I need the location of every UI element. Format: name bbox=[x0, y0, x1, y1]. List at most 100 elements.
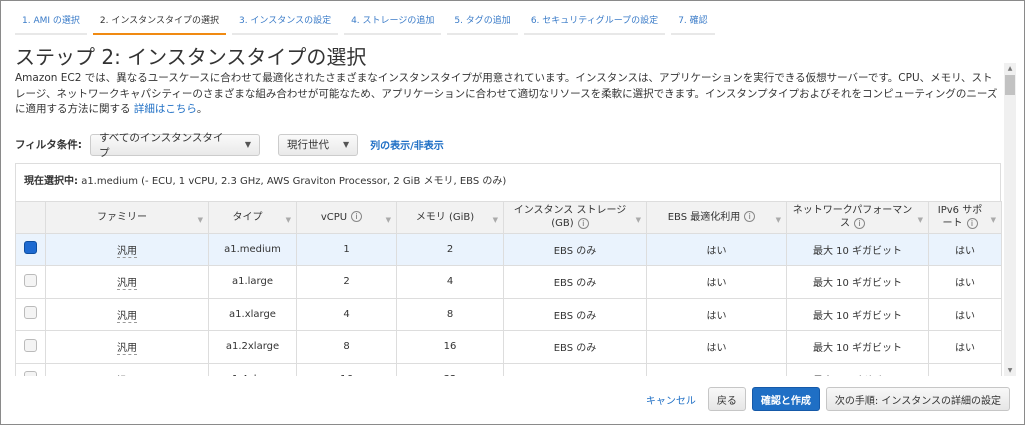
row-checkbox[interactable] bbox=[24, 306, 37, 320]
scroll-up-icon[interactable]: ▲ bbox=[1007, 65, 1013, 72]
cell-ipv6-value: はい bbox=[955, 343, 975, 355]
column-header-label: IPv6 サポート bbox=[937, 205, 983, 229]
info-icon[interactable]: i bbox=[966, 217, 978, 229]
table-row[interactable]: 汎用 a1.2xlarge 8 16 EBS のみ はい 最大 10 ギガビット はい bbox=[15, 330, 1002, 364]
cell-ipv6: はい bbox=[928, 330, 1002, 364]
scrollbar-thumb[interactable] bbox=[1005, 75, 1015, 95]
tab-step-3[interactable]: 3. インスタンスの設定 bbox=[231, 9, 339, 35]
info-icon[interactable]: i bbox=[854, 217, 865, 229]
select-column-header bbox=[15, 200, 46, 234]
column-header-label: インスタンス ストレージ (GB) bbox=[513, 205, 627, 229]
instance-type-select[interactable]: すべてのインスタンスタイプ ▼ bbox=[90, 132, 260, 159]
cell-vcpu: 4 bbox=[296, 297, 397, 331]
cancel-button[interactable]: キャンセル bbox=[645, 395, 696, 407]
cell-storage: EBS のみ bbox=[503, 232, 647, 266]
cell-storage: EBS のみ bbox=[503, 265, 647, 299]
row-checkbox[interactable] bbox=[24, 273, 37, 287]
cell-memory: 4 bbox=[396, 265, 504, 299]
filter-label: フィルタ条件: bbox=[15, 139, 82, 151]
cell-network: 最大 10 ギガビット bbox=[786, 232, 929, 266]
cell-ipv6: はい bbox=[928, 232, 1002, 266]
cell-memory: 2 bbox=[396, 232, 504, 266]
column-header[interactable]: インスタンス ストレージ (GB) i ▼ bbox=[503, 200, 647, 234]
cell-ipv6: はい bbox=[928, 297, 1002, 331]
column-header-label: ネットワークパフォーマンス bbox=[792, 205, 913, 229]
generation-select[interactable]: 現行世代 ▼ bbox=[278, 133, 359, 156]
cell-ipv6-value: はい bbox=[955, 245, 975, 257]
tab-step-2[interactable]: 2. インスタンスタイプの選択 bbox=[92, 9, 226, 35]
column-header[interactable]: ネットワークパフォーマンス i ▼ bbox=[786, 200, 929, 234]
cell-network-value: 最大 10 ギガビット bbox=[812, 310, 903, 322]
cell-network-value: 最大 10 ギガビット bbox=[812, 245, 903, 257]
description-suffix: 。 bbox=[196, 103, 208, 115]
next-configure-details-button[interactable]: 次の手順: インスタンスの詳細の設定 bbox=[825, 387, 1010, 411]
filter-row: フィルタ条件: すべてのインスタンスタイプ ▼ 現行世代 ▼ 列の表示/非表示 bbox=[15, 132, 1017, 159]
cell-type: a1.large bbox=[208, 265, 297, 299]
cell-type-value: a1.4xlarge bbox=[226, 374, 279, 376]
row-checkbox[interactable] bbox=[24, 338, 37, 352]
details-link[interactable]: 詳細はこちら bbox=[133, 103, 197, 115]
column-header[interactable]: ファミリー ▼ bbox=[45, 200, 209, 234]
sort-icon[interactable]: ▼ bbox=[385, 215, 391, 224]
column-header-label: タイプ bbox=[232, 211, 263, 223]
cell-type: a1.medium bbox=[208, 232, 297, 266]
tab-step-7[interactable]: 7. 確認 bbox=[671, 9, 715, 35]
tab-step-5[interactable]: 5. タグの追加 bbox=[447, 9, 518, 35]
sort-icon[interactable]: ▼ bbox=[990, 215, 996, 224]
scroll-down-icon[interactable]: ▼ bbox=[1007, 367, 1013, 374]
table-row[interactable]: 汎用 a1.xlarge 4 8 EBS のみ はい 最大 10 ギガビット はい bbox=[15, 297, 1002, 331]
sort-icon[interactable]: ▼ bbox=[285, 215, 291, 224]
toggle-columns-link[interactable]: 列の表示/非表示 bbox=[370, 141, 444, 152]
row-select-cell bbox=[15, 232, 46, 266]
column-header[interactable]: タイプ ▼ bbox=[208, 200, 297, 234]
cell-vcpu: 2 bbox=[296, 265, 397, 299]
row-select-cell bbox=[15, 330, 46, 364]
back-button[interactable]: 戻る bbox=[707, 387, 746, 411]
cell-ebs-value: はい bbox=[706, 343, 727, 355]
page-title: ステップ 2: インスタンスタイプの選択 bbox=[15, 45, 367, 69]
column-header-label: vCPU bbox=[320, 211, 348, 223]
cell-ebs-value: はい bbox=[706, 278, 727, 290]
info-icon[interactable]: i bbox=[744, 211, 756, 222]
column-header[interactable]: IPv6 サポート i ▼ bbox=[928, 200, 1002, 234]
info-icon[interactable]: i bbox=[351, 211, 363, 222]
table-row[interactable]: 汎用 a1.large 2 4 EBS のみ はい 最大 10 ギガビット はい bbox=[15, 265, 1002, 299]
column-header-label: メモリ (GiB) bbox=[415, 211, 475, 223]
current-selection-label: 現在選択中: bbox=[24, 175, 78, 187]
sort-icon[interactable]: ▼ bbox=[492, 215, 498, 224]
cell-storage-value: EBS のみ bbox=[553, 245, 597, 257]
row-checkbox[interactable] bbox=[24, 371, 37, 376]
sort-icon[interactable]: ▼ bbox=[197, 215, 203, 224]
cell-network: 最大 10 ギガビット bbox=[786, 330, 929, 364]
table-row[interactable]: 汎用 a1.medium 1 2 EBS のみ はい 最大 10 ギガビット はい bbox=[15, 232, 1002, 266]
tab-step-6[interactable]: 6. セキュリティグループの設定 bbox=[523, 9, 666, 35]
column-header[interactable]: メモリ (GiB) ▼ bbox=[396, 200, 504, 234]
column-header[interactable]: EBS 最適化利用 i ▼ bbox=[646, 200, 787, 234]
cell-network: 最大 10 ギガビット bbox=[786, 362, 929, 376]
cell-storage: EBS のみ bbox=[503, 330, 647, 364]
review-and-launch-button[interactable]: 確認と作成 bbox=[751, 387, 820, 411]
generation-select-value: 現行世代 bbox=[287, 139, 329, 151]
tab-step-1[interactable]: 1. AMI の選択 bbox=[15, 9, 87, 35]
row-select-cell bbox=[15, 265, 46, 299]
info-icon[interactable]: i bbox=[577, 217, 589, 229]
cell-storage-value: EBS のみ bbox=[553, 278, 597, 290]
cell-network: 最大 10 ギガビット bbox=[786, 297, 929, 331]
cell-family: 汎用 bbox=[45, 362, 209, 376]
cell-type: a1.2xlarge bbox=[208, 330, 297, 364]
sort-icon[interactable]: ▼ bbox=[917, 215, 923, 224]
row-checkbox[interactable] bbox=[24, 241, 37, 255]
cell-ipv6: はい bbox=[928, 265, 1002, 299]
cell-memory-value: 16 bbox=[443, 341, 457, 353]
column-header[interactable]: vCPU i ▼ bbox=[296, 200, 397, 234]
cell-network: 最大 10 ギガビット bbox=[786, 265, 929, 299]
cell-vcpu: 16 bbox=[296, 362, 397, 376]
instance-type-table: ファミリー ▼ タイプ ▼ vCPU i ▼ メモリ (GiB) ▼ インスタンス ストレージ (… bbox=[15, 200, 1002, 376]
sort-icon[interactable]: ▼ bbox=[635, 215, 641, 224]
sort-icon[interactable]: ▼ bbox=[775, 215, 781, 224]
tab-step-4[interactable]: 4. ストレージの追加 bbox=[344, 9, 442, 35]
vertical-scrollbar[interactable]: ▲ ▼ bbox=[1004, 63, 1016, 376]
chevron-down-icon: ▼ bbox=[343, 140, 350, 149]
